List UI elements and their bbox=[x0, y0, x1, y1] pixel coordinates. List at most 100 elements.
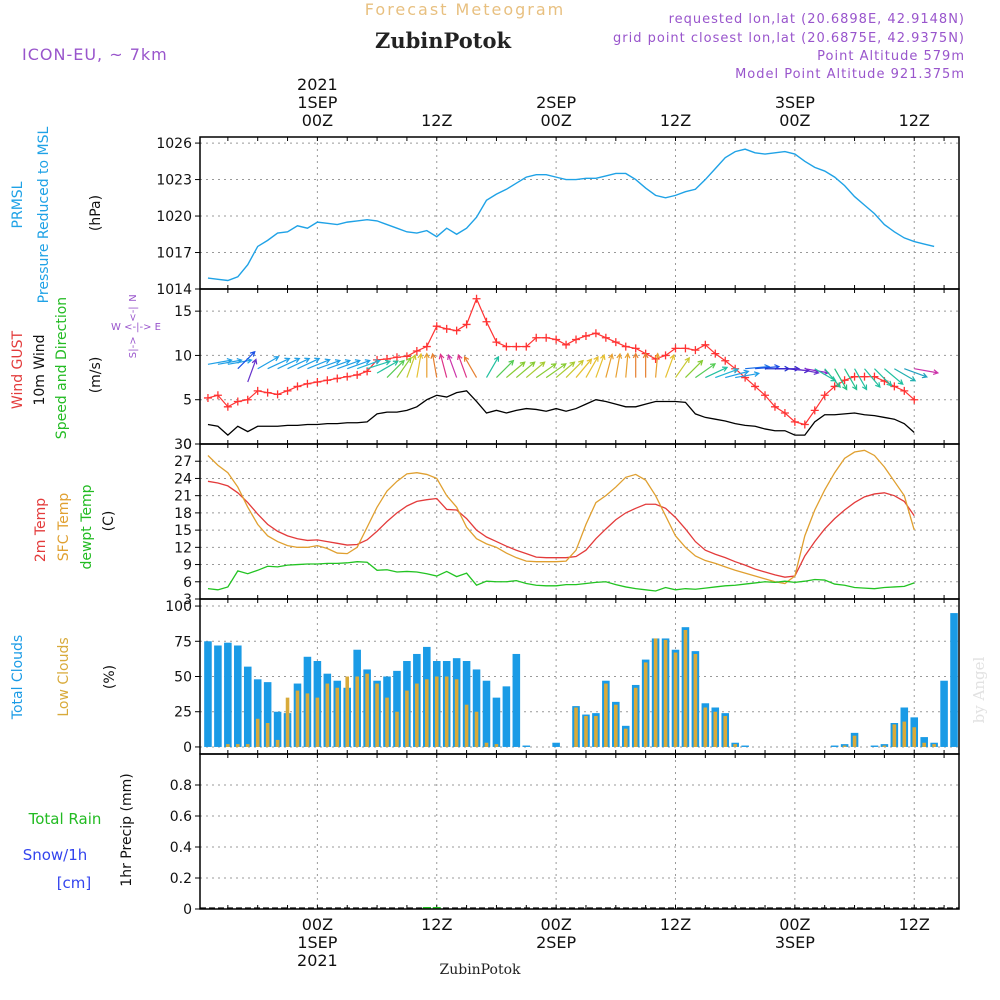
low-cloud-bar bbox=[295, 690, 300, 747]
wind-gust-marker bbox=[392, 353, 401, 362]
clouds-ytick-label: 25 bbox=[174, 705, 192, 721]
clouds-ytick-label: 75 bbox=[174, 634, 192, 650]
low-cloud-bar bbox=[464, 704, 469, 747]
low-cloud-bar bbox=[892, 724, 897, 747]
low-cloud-bar bbox=[733, 744, 737, 747]
cloud-panel-labels: Total Clouds Low Clouds (%) bbox=[10, 635, 118, 720]
temp-frame bbox=[199, 443, 960, 600]
low-cloud-bar bbox=[395, 711, 399, 747]
wind-gust-marker bbox=[303, 379, 312, 388]
temp-panel-labels: 2m Temp SFC Temp dewpt Temp (C) bbox=[33, 484, 117, 569]
top-x-label: 2021 bbox=[297, 75, 338, 94]
total-cloud-bar bbox=[462, 661, 471, 747]
wind-direction-arrow bbox=[376, 360, 399, 374]
precip-frame bbox=[199, 753, 960, 910]
wind-direction-arrow bbox=[366, 359, 392, 370]
wind-direction-arrow bbox=[632, 352, 639, 378]
temp-dew-line bbox=[207, 561, 915, 592]
wind-gust-marker bbox=[532, 333, 541, 342]
wind-direction-arrow bbox=[307, 358, 331, 370]
low-cloud-bar bbox=[643, 662, 648, 747]
wind-gust-marker bbox=[780, 409, 789, 417]
compass-s: S bbox=[128, 352, 139, 358]
temp-ytick-label: 30 bbox=[174, 437, 192, 453]
low-cloud-bar bbox=[932, 744, 936, 747]
pressure-frame bbox=[199, 136, 960, 290]
wind-direction-arrow bbox=[485, 355, 500, 378]
requested-coords: requested lon,lat (20.6898E, 42.9148N) bbox=[669, 12, 965, 27]
wind-direction-arrow bbox=[555, 361, 576, 379]
temp-2m-line bbox=[207, 480, 915, 578]
temp-ytick-label: 15 bbox=[174, 523, 192, 539]
low-cloud-bar bbox=[882, 745, 887, 747]
wind-direction-arrow bbox=[505, 361, 526, 379]
wind-direction-arrow bbox=[884, 368, 904, 385]
wind-direction-arrow bbox=[735, 371, 761, 379]
wind-direction-arrow bbox=[386, 359, 405, 378]
wind-direction-arrow bbox=[515, 361, 536, 379]
temp-ytick-label: 6 bbox=[183, 575, 192, 591]
wind-ytick-label: 10 bbox=[174, 348, 192, 364]
total-cloud-bar bbox=[393, 670, 401, 747]
wind-gust-marker bbox=[482, 317, 491, 326]
compass-we: W <-|-> E bbox=[111, 322, 161, 333]
low-cloud-bar bbox=[325, 683, 330, 747]
wind-gust-marker bbox=[462, 320, 471, 329]
precip-ytick-label: 0.2 bbox=[170, 871, 192, 887]
wind-direction-arrow bbox=[297, 357, 321, 370]
top-x-label: 00Z bbox=[540, 111, 571, 130]
wind-direction-arrow bbox=[545, 363, 567, 379]
top-x-label: 12Z bbox=[421, 111, 452, 130]
wind-direction-arrow bbox=[447, 353, 458, 378]
low-cloud-bar bbox=[574, 707, 578, 747]
top-x-label: 2SEP bbox=[536, 93, 576, 112]
bottom-x-label: 00Z bbox=[779, 915, 810, 934]
wind-direction-arrow bbox=[356, 359, 381, 370]
plot-area: 1014101710201023102605101536912151821242… bbox=[156, 75, 960, 970]
low-cloud-bar bbox=[255, 718, 260, 747]
wind-gust-marker bbox=[910, 395, 919, 404]
wind-direction-arrow bbox=[715, 368, 740, 379]
rain-label: Total Rain bbox=[28, 810, 102, 828]
wind-direction-arrow bbox=[247, 358, 258, 383]
low-cloud-bar bbox=[355, 676, 359, 747]
wind-gust-marker bbox=[233, 397, 242, 406]
low-cloud-bar bbox=[385, 697, 389, 747]
wind-gust-marker bbox=[313, 378, 322, 386]
wind-direction-arrow bbox=[864, 368, 881, 389]
low-clouds-label: Low Clouds bbox=[56, 637, 72, 716]
low-cloud-bar bbox=[315, 697, 320, 747]
wind-gust-marker bbox=[263, 388, 272, 397]
temp-ytick-label: 18 bbox=[174, 506, 192, 522]
wind-gust-marker bbox=[661, 351, 670, 360]
clouds-panel: 0 25 50 75 100 bbox=[165, 598, 960, 756]
wind-direction-arrow bbox=[725, 369, 750, 379]
wind-gust-marker bbox=[671, 344, 680, 353]
wind-gust-marker bbox=[800, 420, 809, 429]
wind-gust-marker bbox=[621, 342, 630, 351]
wind-gust-marker bbox=[552, 335, 561, 344]
point-altitude: Point Altitude 579m bbox=[817, 49, 965, 64]
temp-ytick-label: 27 bbox=[174, 454, 192, 470]
bottom-x-label: 2021 bbox=[297, 951, 338, 970]
low-cloud-bar bbox=[604, 683, 608, 747]
wind-gust-marker bbox=[691, 346, 700, 355]
pressure-ytick-label: 1017 bbox=[156, 246, 192, 262]
wind-ytick-label: 5 bbox=[183, 393, 192, 409]
wind-unit: (m/s) bbox=[88, 357, 104, 394]
top-x-label: 1SEP bbox=[297, 93, 337, 112]
temp-dew-label: dewpt Temp bbox=[79, 484, 95, 569]
snow-cm-label: [cm] bbox=[57, 874, 92, 892]
wind-direction-arrow bbox=[854, 368, 868, 391]
total-cloud-bar bbox=[472, 669, 481, 747]
clouds-unit: (%) bbox=[102, 665, 118, 689]
wind-gust-marker bbox=[591, 329, 600, 338]
clouds-ytick-label: 50 bbox=[174, 670, 192, 686]
low-cloud-bar bbox=[902, 721, 907, 747]
wind-gust-marker bbox=[721, 356, 730, 365]
wind-gust-marker bbox=[761, 391, 770, 400]
wind-direction-arrow bbox=[685, 359, 704, 378]
wind-gust-marker bbox=[701, 340, 710, 349]
temp-unit: (C) bbox=[101, 511, 117, 532]
